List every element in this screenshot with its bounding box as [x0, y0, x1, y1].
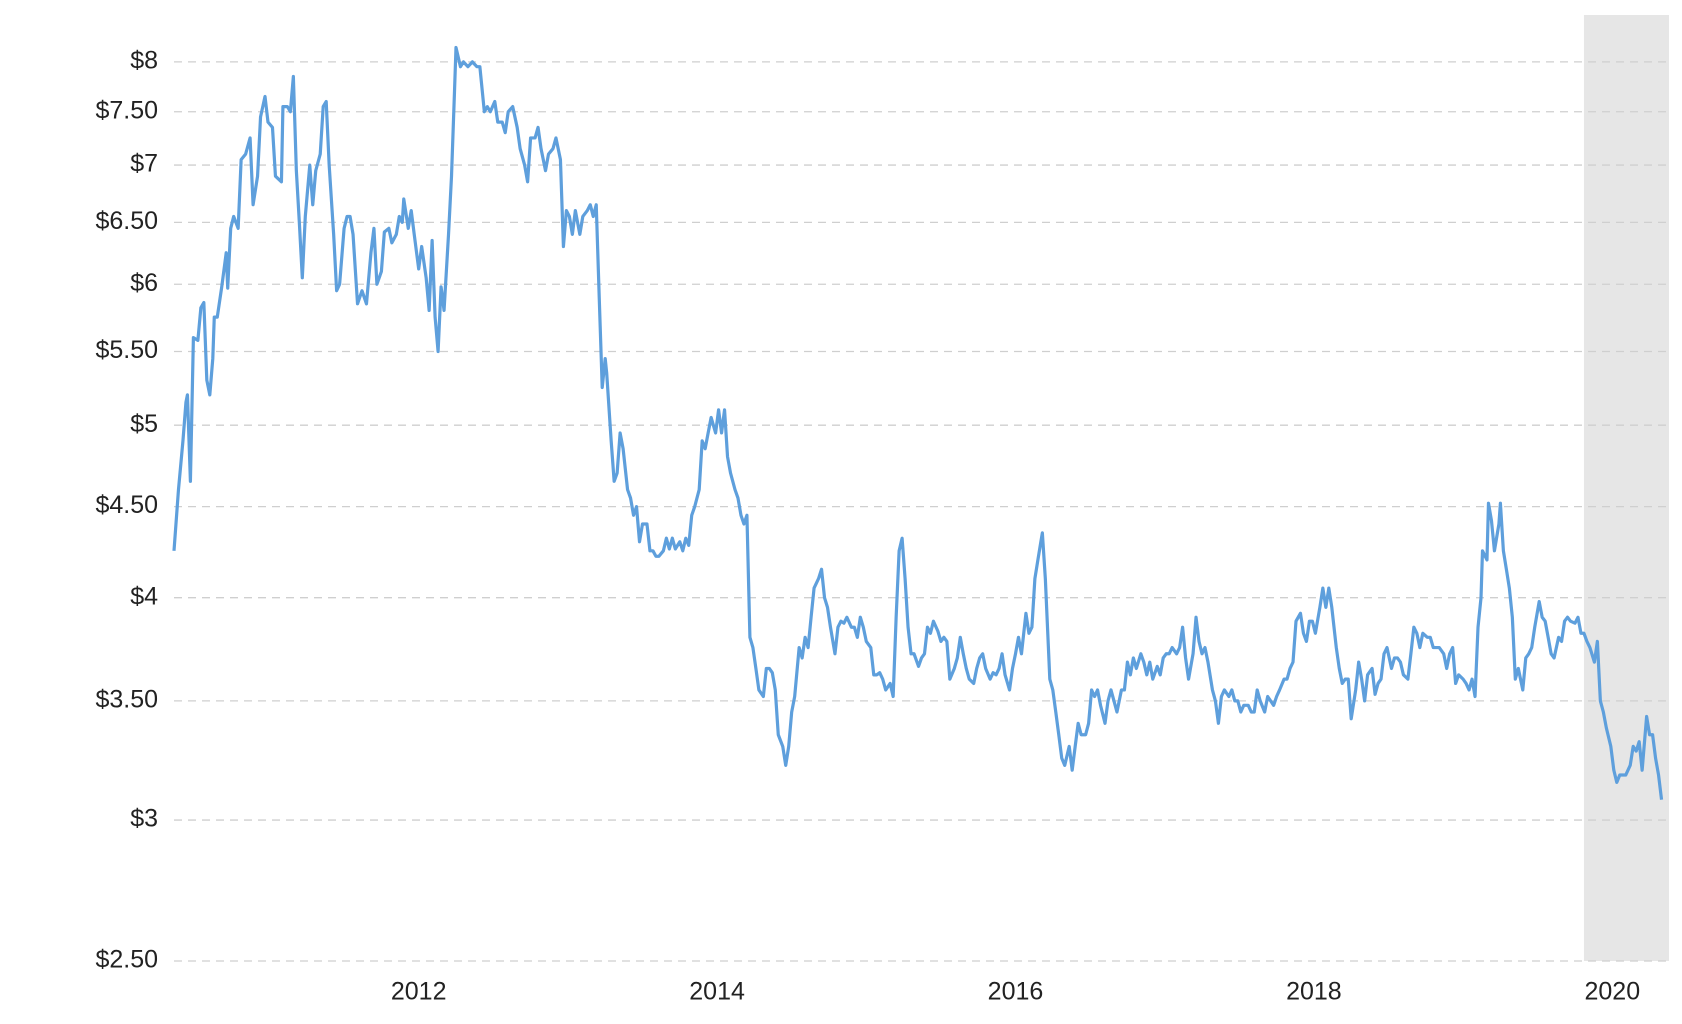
x-tick-label: 2012 — [391, 978, 447, 1006]
price-line — [172, 45, 1664, 800]
y-tick-label: $3.50 — [95, 686, 158, 714]
highlight-band — [1583, 15, 1669, 961]
x-tick-label: 2020 — [1584, 978, 1640, 1006]
y-tick-label: $5 — [130, 410, 158, 438]
y-tick-label: $8 — [130, 46, 158, 74]
y-tick-label: $6 — [130, 269, 158, 297]
y-tick-label: $7 — [130, 150, 158, 178]
x-tick-label: 2014 — [689, 978, 745, 1006]
y-tick-label: $3 — [130, 805, 158, 833]
y-tick-label: $5.50 — [95, 336, 158, 364]
y-tick-label: $6.50 — [95, 207, 158, 235]
y-tick-label: $4.50 — [95, 491, 158, 519]
x-tick-label: 2018 — [1286, 978, 1342, 1006]
y-tick-label: $4 — [130, 582, 158, 610]
y-tick-label: $7.50 — [95, 96, 158, 124]
y-tick-label: $2.50 — [95, 946, 158, 974]
x-tick-label: 2016 — [988, 978, 1044, 1006]
